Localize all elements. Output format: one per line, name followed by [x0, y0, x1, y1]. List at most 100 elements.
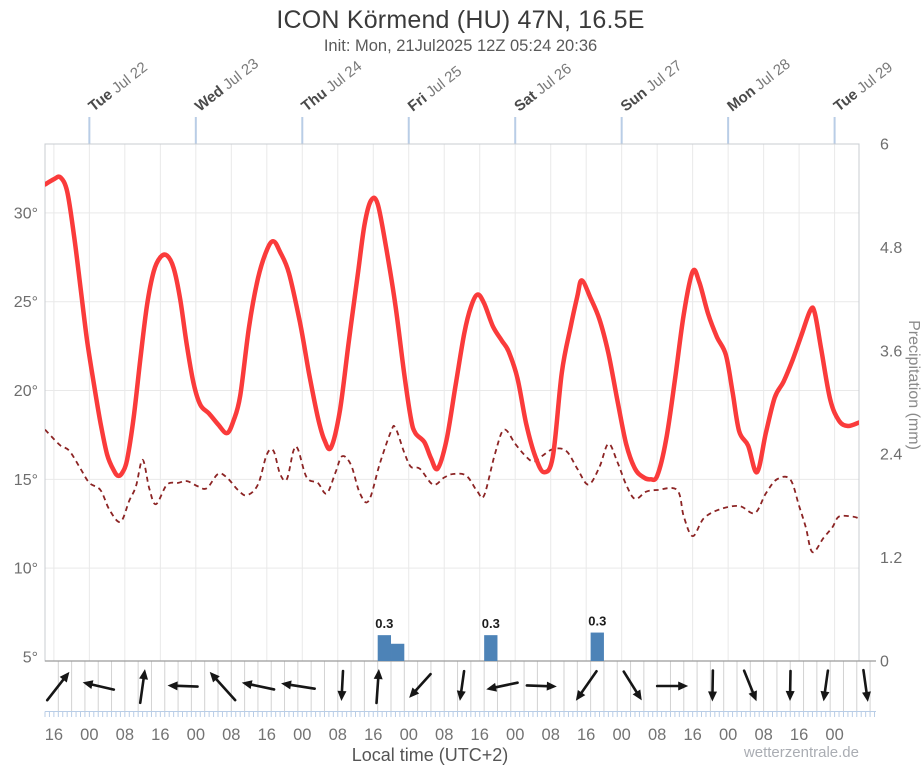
- day-label: Fri Jul 25: [405, 63, 465, 115]
- wind-arrow: [820, 669, 830, 702]
- wind-arrow: [862, 668, 871, 702]
- x-tick-label: 00: [80, 726, 98, 744]
- x-tick-label: 00: [825, 726, 843, 744]
- precip-bar-label: 0.3: [375, 616, 393, 631]
- precip-bar-label: 0.3: [482, 616, 500, 631]
- wind-arrow: [409, 672, 432, 698]
- wind-arrow-head: [486, 682, 497, 692]
- wind-arrow-head: [546, 681, 557, 691]
- wind-arrow-head: [139, 669, 149, 680]
- precip-bar: [484, 635, 498, 661]
- wind-arrow-head: [373, 669, 383, 680]
- wind-arrow-head: [575, 689, 586, 701]
- x-tick-label: 00: [293, 726, 311, 744]
- wind-arrows: [45, 668, 871, 705]
- wind-arrow-head: [748, 690, 757, 702]
- wind-arrow-shaft: [490, 681, 519, 690]
- right-tick-label: 6: [880, 137, 889, 154]
- day-label: Mon Jul 28: [724, 56, 794, 116]
- x-tick-label: 08: [329, 726, 347, 744]
- precip-bar: [590, 632, 604, 661]
- precip-bar-label: 0.3: [588, 614, 606, 629]
- wind-arrow: [373, 669, 383, 705]
- left-tick-label: 15°: [14, 472, 38, 489]
- wind-arrow: [167, 681, 199, 691]
- wind-arrow-head: [209, 671, 220, 683]
- left-tick-label: 5°: [23, 649, 38, 666]
- wind-arrow-shaft: [411, 672, 432, 695]
- right-tick-label: 3.6: [880, 343, 902, 360]
- x-tick-label: 16: [683, 726, 701, 744]
- wind-arrow-head: [456, 690, 466, 701]
- wind-arrow-shaft: [246, 682, 276, 691]
- wind-arrow-shaft: [862, 668, 869, 698]
- precip-axis-title: Precipitation (mm): [905, 320, 921, 450]
- x-tick-label: 00: [400, 726, 418, 744]
- right-axis: 0 1.2 2.4 3.6 4.8 6 Precipitation (mm): [880, 137, 921, 671]
- x-tick-label: 00: [187, 726, 205, 744]
- precip-bar: [391, 643, 405, 661]
- x-tick-label: 16: [151, 726, 169, 744]
- wind-arrow: [281, 680, 316, 690]
- day-label: Sun Jul 27: [618, 57, 686, 115]
- left-tick-label: 20°: [14, 383, 38, 400]
- right-tick-label: 2.4: [880, 447, 902, 464]
- wind-arrow-head: [59, 671, 70, 683]
- precip-bars: 0.3 0.3 0.3: [375, 614, 606, 661]
- x-tick-label: 16: [577, 726, 595, 744]
- day-label: Thu Jul 24: [298, 58, 365, 116]
- day-axis: Tue Jul 22 Wed Jul 23 Thu Jul 24 Fri Jul 25…: [85, 55, 896, 144]
- precip-bar: [377, 635, 392, 661]
- x-tick-label: 00: [719, 726, 737, 744]
- day-label: Sat Jul 26: [511, 60, 575, 115]
- wind-arrow-shaft: [823, 669, 830, 697]
- page-subtitle: Init: Mon, 21Jul2025 12Z 05:24 20:36: [323, 37, 598, 55]
- wind-arrow: [525, 681, 557, 691]
- wind-arrow: [785, 669, 795, 701]
- wind-arrow: [241, 680, 276, 691]
- wind-arrow: [45, 671, 70, 702]
- x-tick-label: 00: [506, 726, 524, 744]
- x-tick-label: 16: [471, 726, 489, 744]
- wind-arrow-head: [167, 681, 178, 691]
- wind-arrow: [622, 670, 642, 701]
- right-tick-label: 1.2: [880, 550, 902, 567]
- wind-arrow-head: [820, 690, 830, 702]
- wind-arrow: [138, 669, 149, 705]
- x-tick-label: 08: [222, 726, 240, 744]
- temperature-curve: [45, 174, 859, 483]
- wind-arrow-head: [678, 681, 689, 691]
- x-axis: 16 00 08 16 00 08 16 00 08 16 00 08 16 00 08 16 00 08 16 00…: [45, 726, 844, 744]
- wind-arrow: [486, 681, 519, 692]
- wind-arrow: [742, 669, 757, 702]
- wind-arrow-head: [82, 680, 94, 690]
- day-label: Tue Jul 29: [831, 59, 896, 115]
- x-axis-title: Local time (UTC+2): [351, 745, 509, 765]
- right-tick-label: 0: [880, 654, 889, 671]
- wind-arrow-head: [862, 691, 871, 702]
- wind-arrow: [337, 669, 347, 701]
- dewpoint-curve: [45, 424, 859, 554]
- x-tick-label: 16: [258, 726, 276, 744]
- wind-arrow-head: [708, 691, 718, 702]
- wind-arrow-head: [241, 680, 253, 690]
- left-tick-label: 30°: [14, 205, 38, 222]
- wind-strip: [44, 660, 876, 717]
- wind-arrow-head: [281, 680, 292, 690]
- wind-arrow-shaft: [285, 682, 316, 690]
- wind-arrow: [655, 681, 689, 691]
- left-tick-label: 25°: [14, 294, 38, 311]
- wind-arrow-shaft: [622, 670, 640, 697]
- wind-arrow-shaft: [87, 682, 116, 691]
- watermark: wetterzentrale.de: [743, 744, 859, 761]
- x-tick-label: 00: [612, 726, 630, 744]
- page-title: ICON Körmend (HU) 47N, 16.5E: [276, 6, 645, 34]
- x-tick-label: 08: [542, 726, 560, 744]
- left-tick-label: 10°: [14, 561, 38, 578]
- wind-arrow: [456, 669, 466, 701]
- x-tick-label: 16: [790, 726, 808, 744]
- wind-arrow-shaft: [138, 673, 146, 705]
- curves: [45, 174, 859, 554]
